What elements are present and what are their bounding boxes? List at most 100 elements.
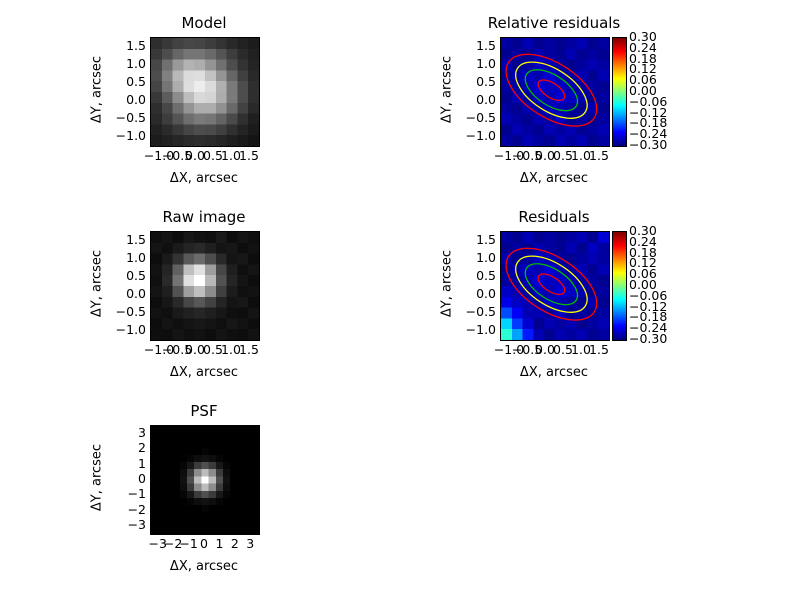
x-tick-label: 0.5	[553, 342, 573, 357]
x-tick-label: 0.0	[185, 148, 205, 163]
y-tick-label: 1.0	[476, 56, 496, 71]
x-tick-label: −0.5	[161, 342, 193, 357]
x-tick-label: 1.0	[571, 148, 591, 163]
x-tick-label: 3	[246, 536, 255, 551]
relative-residuals-colorbar	[612, 37, 627, 147]
x-tick-label: 1.0	[221, 342, 241, 357]
y-tick-label: 0.0	[126, 286, 146, 301]
relative-residuals-colorbar-gradient	[613, 38, 626, 146]
x-tick-label: 1.0	[571, 342, 591, 357]
y-tick-label: 0	[138, 471, 146, 486]
y-tick-label: 1	[138, 455, 146, 471]
x-tick-label: −3	[148, 536, 167, 551]
colorbar-tick-label: −0.12	[629, 104, 668, 120]
panel-relative-residuals-title: Relative residuals	[487, 14, 621, 32]
contour-ellipse	[505, 247, 598, 321]
contour-ellipse	[524, 263, 579, 306]
x-tick-label: 0.5	[553, 148, 573, 163]
panel-residuals-plot	[500, 231, 610, 341]
y-tick-label: −3	[127, 517, 146, 533]
panel-relative-residuals-plot	[500, 37, 610, 147]
panel-psf-title: PSF	[190, 402, 218, 420]
y-tick-label: 0.0	[476, 286, 496, 301]
y-tick-label: 1.5	[476, 38, 496, 53]
panel-model-ylabel: ΔY, arcsec	[89, 55, 105, 124]
residuals-contour-overlay	[505, 247, 598, 321]
x-tick-label: 1.5	[589, 342, 609, 357]
contour-ellipse	[537, 79, 566, 102]
colorbar-tick-label: 0.00	[629, 83, 657, 98]
colorbar-tick-label: −0.24	[629, 126, 668, 142]
y-tick-label: −1	[127, 486, 146, 502]
colorbar-tick-label: −0.18	[629, 115, 668, 131]
panel-model-plot	[150, 37, 260, 147]
residuals-heatmap	[501, 232, 609, 340]
colorbar-tick-label: −0.12	[629, 298, 668, 314]
colorbar-tick-label: −0.06	[629, 93, 668, 109]
contour-ellipse	[515, 61, 588, 119]
contour-ellipse	[537, 273, 566, 296]
panel-raw-image-ylabel: ΔY, arcsec	[89, 249, 105, 318]
x-tick-label: 0.0	[185, 342, 205, 357]
y-tick-label: −0.5	[115, 304, 146, 319]
colorbar-tick-label: 0.12	[629, 255, 657, 271]
panel-relative-residuals-ylabel: ΔY, arcsec	[439, 55, 455, 124]
colorbar-tick-label: 0.06	[629, 72, 657, 88]
y-tick-label: 1.5	[126, 232, 146, 247]
model-heatmap	[151, 38, 259, 146]
colorbar-tick-label: −0.30	[629, 331, 668, 346]
residuals-colorbar	[612, 231, 627, 341]
y-tick-label: −2	[127, 501, 146, 517]
panel-psf-ylabel: ΔY, arcsec	[89, 443, 105, 512]
panel-relative-residuals-xlabel: ΔX, arcsec	[519, 171, 589, 186]
x-tick-label: −0.5	[511, 342, 543, 357]
panel-raw-image-title: Raw image	[162, 208, 246, 226]
relative-residuals-contour-overlay	[505, 53, 598, 127]
y-tick-label: 0.5	[476, 268, 496, 283]
colorbar-tick-label: 0.18	[629, 244, 657, 260]
y-tick-label: 1.0	[476, 250, 496, 265]
panel-raw-image-plot	[150, 231, 260, 341]
colorbar-tick-label: 0.30	[629, 29, 657, 44]
colorbar-tick-label: −0.18	[629, 309, 668, 325]
y-tick-label: 1.5	[476, 232, 496, 247]
x-tick-label: −2	[163, 536, 183, 551]
x-tick-label: 0.5	[203, 148, 223, 163]
colorbar-tick-label: 0.24	[629, 39, 657, 55]
y-tick-label: 0.5	[126, 268, 146, 283]
x-tick-label: 0.0	[535, 342, 555, 357]
panel-residuals-xlabel: ΔX, arcsec	[519, 365, 589, 380]
contour-ellipse	[505, 53, 598, 127]
x-tick-label: 0.5	[203, 342, 223, 357]
x-tick-label: −1	[179, 536, 198, 551]
panel-model-xlabel: ΔX, arcsec	[169, 171, 239, 186]
y-tick-label: −1.0	[465, 322, 496, 337]
x-tick-label: −1.0	[143, 342, 175, 357]
y-tick-label: 1.0	[126, 56, 146, 71]
x-tick-label: −1.0	[493, 342, 525, 357]
x-tick-label: 1.5	[589, 148, 609, 163]
colorbar-tick-label: 0.18	[629, 50, 657, 66]
contour-ellipse	[524, 69, 579, 112]
colorbar-tick-label: −0.30	[629, 137, 668, 152]
panel-raw-image-xlabel: ΔX, arcsec	[169, 365, 239, 380]
panel-model-title: Model	[181, 14, 227, 32]
x-tick-label: 1.5	[239, 342, 259, 357]
contour-ellipse	[515, 255, 588, 313]
colorbar-tick-label: 0.06	[629, 266, 657, 282]
y-tick-label: 1.0	[126, 250, 146, 265]
x-tick-label: 0.0	[535, 148, 555, 163]
colorbar-tick-label: 0.30	[629, 223, 657, 238]
panel-psf-xlabel: ΔX, arcsec	[169, 559, 239, 574]
colorbar-tick-label: −0.24	[629, 320, 668, 336]
panel-residuals-ylabel: ΔY, arcsec	[439, 249, 455, 318]
y-tick-label: −0.5	[115, 110, 146, 125]
x-tick-label: 1	[215, 536, 224, 551]
y-tick-label: 2	[138, 440, 146, 456]
residuals-colorbar-gradient	[613, 232, 626, 340]
